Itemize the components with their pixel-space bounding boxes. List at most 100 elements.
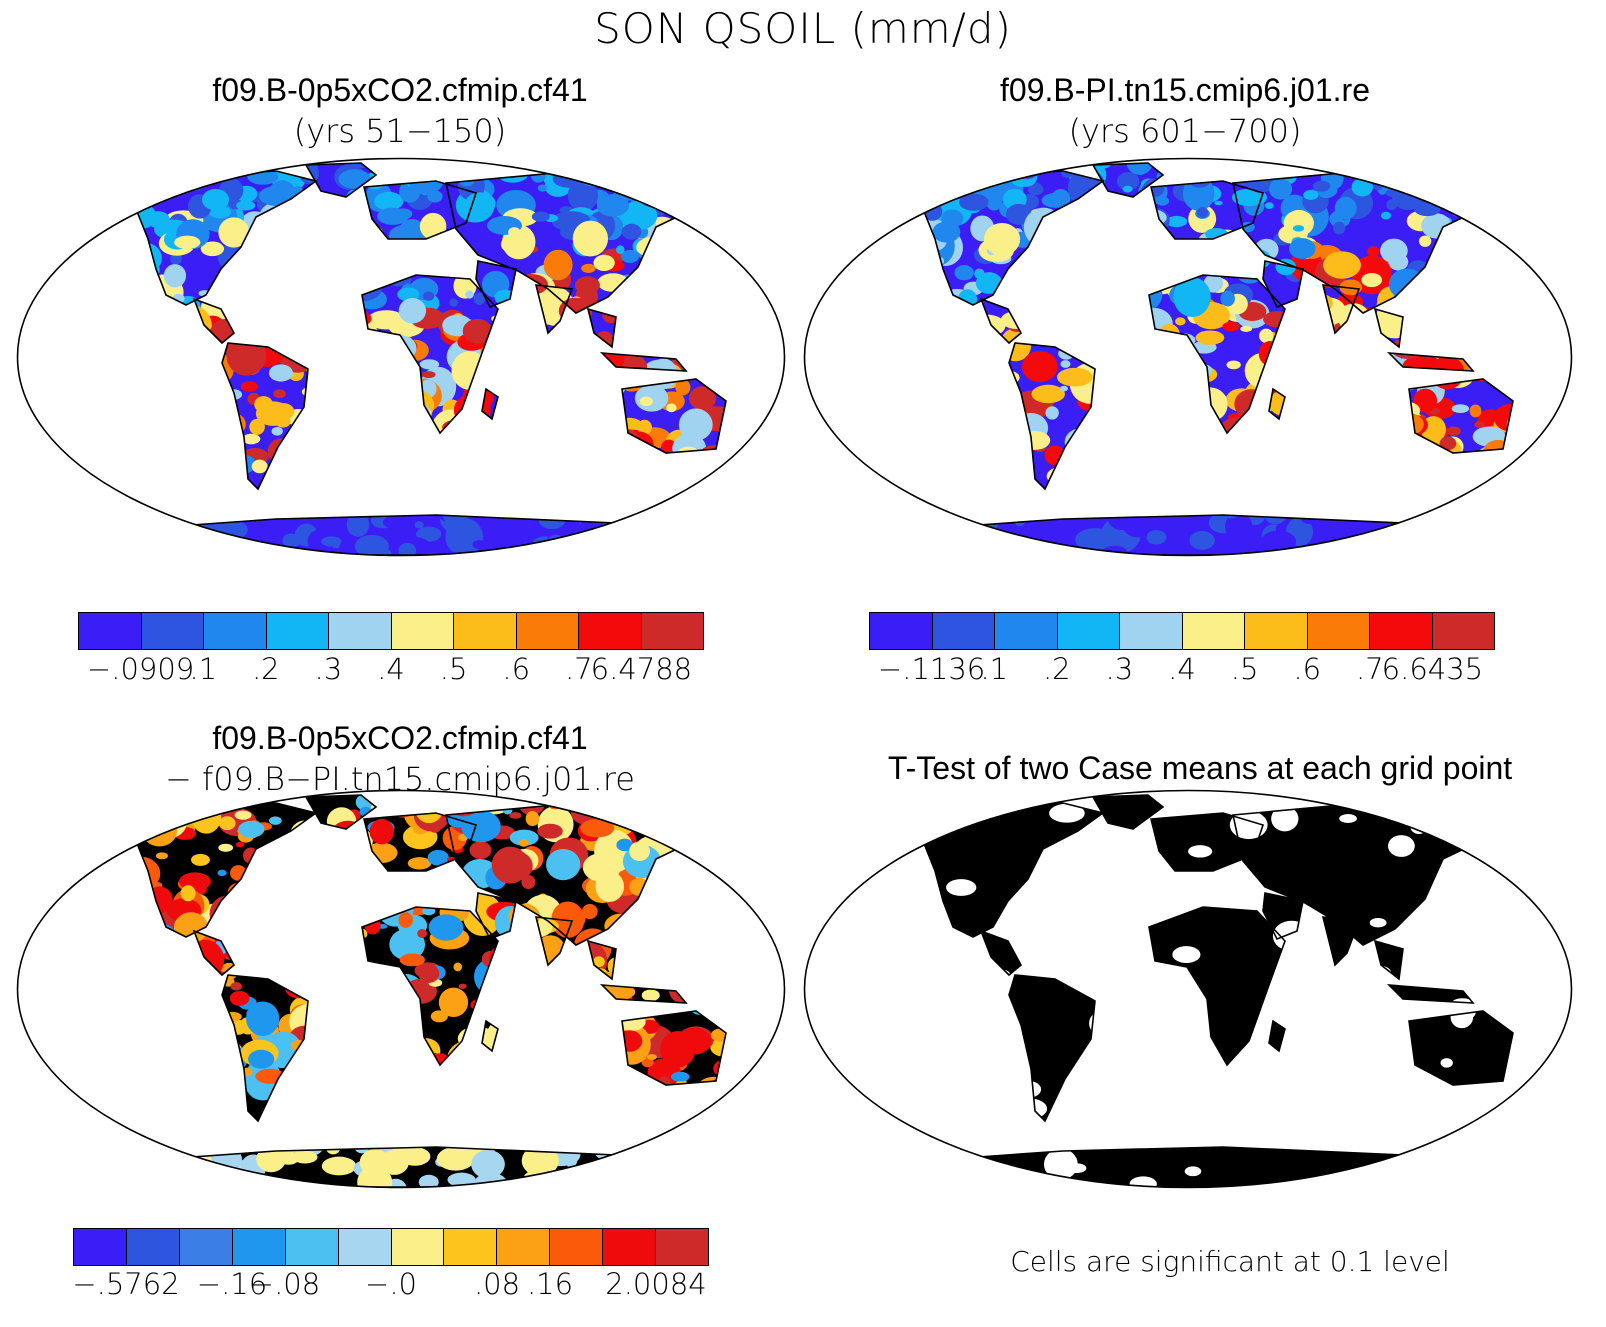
colorbar-panel3 — [73, 1228, 709, 1266]
colorbar-box — [141, 613, 204, 649]
coastline-seasia — [1373, 307, 1404, 349]
colorbar-tick-label: −.08 — [249, 1267, 321, 1301]
coastline-india — [534, 916, 574, 967]
colorbar-box — [338, 1229, 392, 1265]
coastline-india — [534, 284, 574, 335]
panel3-subtitle: − f09.B−PI.tn15.cmip6.j01.re — [165, 760, 635, 798]
colorbar-box — [204, 613, 267, 649]
colorbar-box — [1432, 613, 1494, 649]
panel4-title: T-Test of two Case means at each grid po… — [887, 750, 1513, 786]
coastline-africa — [1148, 274, 1286, 435]
coastline-africa — [361, 906, 499, 1067]
coastline-australia — [621, 1010, 727, 1086]
panel2-subtitle: (yrs 601−700) — [1068, 112, 1302, 150]
coastline-madagascar — [1268, 387, 1286, 421]
coastline-camerica — [979, 929, 1023, 977]
colorbar-tick-label: 2.0084 — [605, 1267, 707, 1301]
map-panel4 — [803, 789, 1573, 1189]
colorbar-tick-label: .6 — [502, 652, 531, 686]
colorbar-box — [603, 1229, 657, 1265]
coastline-arabia — [1262, 260, 1304, 309]
coastline-greenland — [304, 162, 378, 198]
colorbar-box — [1370, 613, 1433, 649]
map-panel1 — [16, 157, 786, 557]
colorbar-box — [579, 613, 642, 649]
colorbar-box — [870, 613, 933, 649]
map-border — [16, 789, 786, 1189]
colorbar-tick-label: −.1136 — [877, 652, 986, 686]
map-border — [16, 157, 786, 557]
colorbar-tick-label: 6.6435 — [1381, 652, 1484, 686]
colorbar-box — [1057, 613, 1120, 649]
map-border — [803, 157, 1573, 557]
coastline-africa — [1148, 906, 1286, 1067]
coastline-seasia — [586, 939, 617, 981]
coastline-namerica — [113, 802, 318, 938]
colorbar-box — [391, 613, 454, 649]
coastline-africa — [361, 274, 499, 435]
colorbar-tick-label: .08 — [473, 1267, 521, 1301]
colorbar-tick-label: .4 — [1168, 652, 1196, 686]
coastline-indonesia — [1386, 984, 1475, 1004]
panel1-title: f09.B-0p5xCO2.cfmip.cf41 — [212, 72, 588, 108]
colorbar-box — [932, 613, 995, 649]
colorbar-tick-label: .7 — [1355, 652, 1384, 686]
coastline-arabia — [475, 892, 517, 941]
coastline-camerica — [192, 297, 236, 345]
colorbar-box — [444, 1229, 498, 1265]
coastline-seasia — [586, 307, 617, 349]
coastline-madagascar — [481, 387, 499, 421]
coastline-australia — [1408, 378, 1514, 454]
coastline-europe — [1149, 180, 1265, 240]
colorbar-box — [1307, 613, 1370, 649]
coastline-europe — [362, 180, 478, 240]
coastline-camerica — [979, 297, 1023, 345]
coastline-samerica — [221, 342, 309, 491]
coastline-indonesia — [599, 352, 688, 372]
coastline-samerica — [1008, 974, 1096, 1123]
coastline-greenland — [1091, 162, 1165, 198]
colorbar-tick-label: .1 — [980, 652, 1009, 686]
colorbar-tick-label: .5 — [1230, 652, 1259, 686]
colorbar-tick-label: .7 — [564, 652, 593, 686]
colorbar-tick-label: .2 — [1042, 652, 1071, 686]
coastline-samerica — [1008, 342, 1096, 491]
colorbar-box — [550, 1229, 604, 1265]
colorbar-panel2 — [869, 612, 1495, 650]
colorbar-tick-label: −.0909 — [86, 652, 195, 686]
coastline-namerica — [113, 170, 318, 306]
colorbar-tick-label: 6.4788 — [590, 652, 693, 686]
panel2-title: f09.B-PI.tn15.cmip6.j01.re — [1000, 72, 1370, 108]
coastline-madagascar — [1268, 1019, 1286, 1053]
map-panel2 — [803, 157, 1573, 557]
colorbar-box — [656, 1229, 709, 1265]
colorbar-tick-label: .5 — [439, 652, 468, 686]
colorbar-tick-label: .3 — [314, 652, 343, 686]
colorbar-tick-label: .1 — [189, 652, 218, 686]
colorbar-tick-label: .4 — [377, 652, 405, 686]
colorbar-box — [179, 1229, 233, 1265]
coastline-seasia — [1373, 939, 1404, 981]
colorbar-tick-label: −.0 — [365, 1267, 417, 1301]
colorbar-box — [74, 1229, 127, 1265]
colorbar-tick-label: −.16 — [196, 1267, 268, 1301]
colorbar-tick-label: .16 — [526, 1267, 574, 1301]
map-panel3 — [16, 789, 786, 1189]
coastline-arabia — [475, 260, 517, 309]
coastline-australia — [1408, 1010, 1514, 1086]
coastline-india — [1321, 916, 1361, 967]
coastline-greenland — [304, 794, 378, 830]
coastline-camerica — [192, 929, 236, 977]
colorbar-box — [1120, 613, 1183, 649]
colorbar-tick-label: .6 — [1293, 652, 1322, 686]
colorbar-box — [266, 613, 329, 649]
panel3-title: f09.B-0p5xCO2.cfmip.cf41 — [212, 720, 588, 756]
panel1-subtitle: (yrs 51−150) — [293, 112, 507, 150]
coastline-arabia — [1262, 892, 1304, 941]
coastline-europe — [1149, 812, 1265, 872]
coastline-europe — [362, 812, 478, 872]
coastline-india — [1321, 284, 1361, 335]
colorbar-box — [641, 613, 703, 649]
colorbar-box — [285, 1229, 339, 1265]
colorbar-box — [454, 613, 517, 649]
